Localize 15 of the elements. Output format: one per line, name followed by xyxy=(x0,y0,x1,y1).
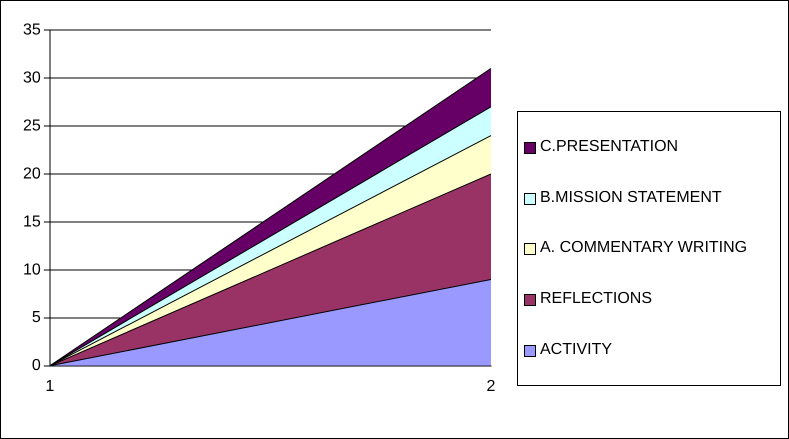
y-tick-label: 20 xyxy=(23,165,41,182)
legend-label: A. COMMENTARY WRITING xyxy=(540,238,748,258)
y-tick-label: 30 xyxy=(23,69,41,86)
legend-label: REFLECTIONS xyxy=(540,289,652,310)
y-tick-label: 10 xyxy=(23,261,41,278)
y-tick-label: 35 xyxy=(23,21,41,38)
y-tick-label: 5 xyxy=(32,309,41,326)
y-tick-label: 15 xyxy=(23,213,41,230)
x-tick-label: 1 xyxy=(45,378,54,395)
legend-label: B.MISSION STATEMENT xyxy=(540,188,722,208)
y-tick-label: 25 xyxy=(23,117,41,134)
legend-label: ACTIVITY xyxy=(540,340,612,360)
y-tick-label: 0 xyxy=(32,357,41,374)
legend-label: C.PRESENTATION xyxy=(540,137,678,158)
x-tick-label: 2 xyxy=(486,378,496,395)
